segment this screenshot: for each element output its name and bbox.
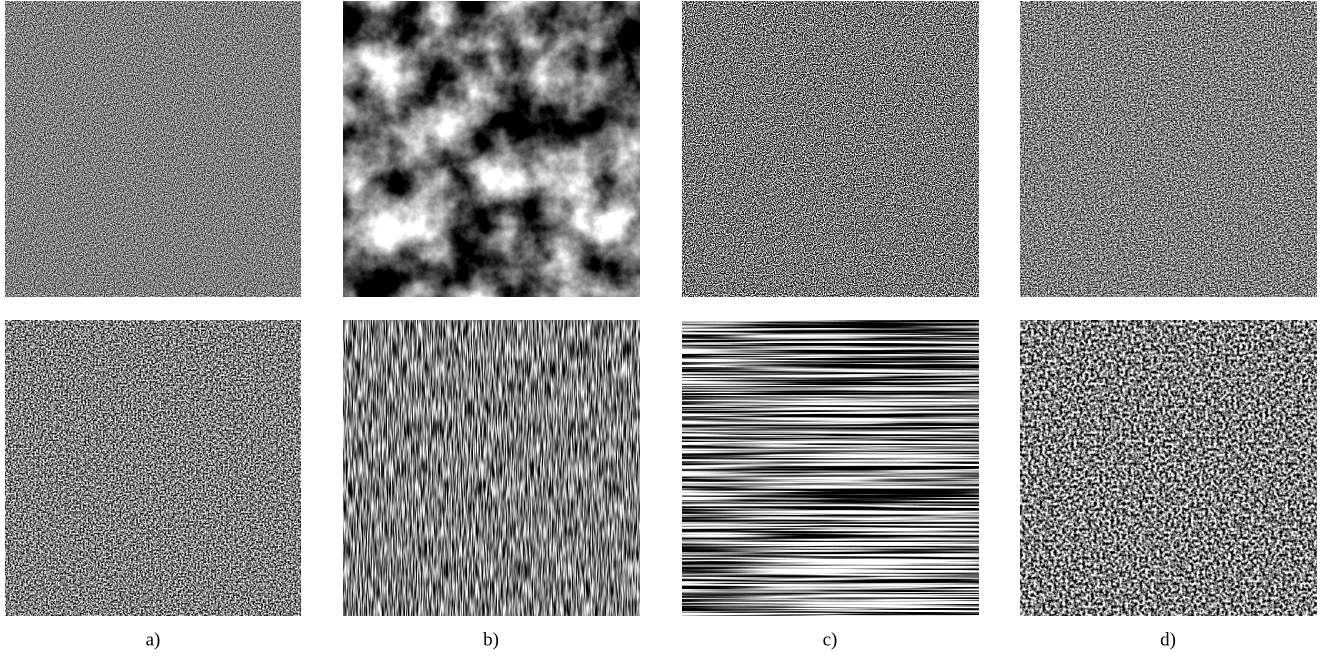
panel-label: c) <box>823 629 838 650</box>
noise-image <box>5 320 301 616</box>
noise-image <box>343 320 640 616</box>
noise-image <box>5 1 301 297</box>
panel-label: b) <box>483 629 499 650</box>
panel-label: a) <box>146 629 161 650</box>
noise-image <box>682 1 979 297</box>
noise-image <box>682 320 979 616</box>
noise-image <box>1020 320 1317 616</box>
noise-image <box>343 1 640 297</box>
panel-label: d) <box>1160 629 1176 650</box>
noise-image <box>1020 1 1317 297</box>
